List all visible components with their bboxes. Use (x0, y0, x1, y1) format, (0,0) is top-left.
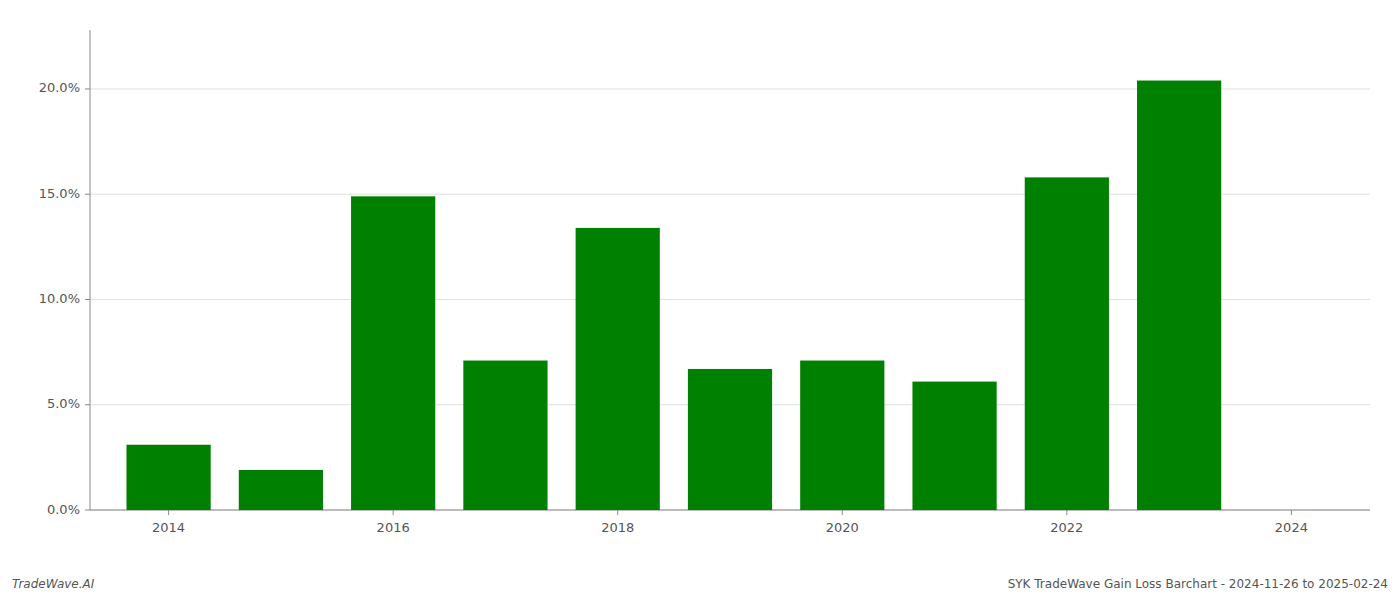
bar (688, 369, 772, 510)
x-tick (842, 510, 843, 515)
footer-left: TradeWave.AI (12, 577, 95, 591)
x-tick-label: 2022 (1050, 520, 1083, 535)
x-tick (617, 510, 618, 515)
bar (1025, 177, 1109, 510)
y-axis-line (90, 30, 91, 510)
y-tick-label: 10.0% (39, 291, 80, 306)
x-tick (1291, 510, 1292, 515)
bars (126, 81, 1221, 510)
y-tick (85, 299, 90, 300)
x-tick-label: 2020 (826, 520, 859, 535)
axes: 0.0% 5.0% 10.0% 15.0% 20.0% 2014 2016 2018 2020 2… (39, 30, 1370, 535)
y-tick-label: 0.0% (47, 502, 80, 517)
bar (351, 196, 435, 510)
x-tick-label: 2018 (601, 520, 634, 535)
bar (463, 361, 547, 510)
bar (239, 470, 323, 510)
bar (126, 445, 210, 510)
y-tick (85, 88, 90, 89)
footer-right: SYK TradeWave Gain Loss Barchart - 2024-… (1008, 577, 1388, 591)
y-tick-label: 20.0% (39, 80, 80, 95)
y-tick-label: 15.0% (39, 186, 80, 201)
y-tick-label: 5.0% (47, 396, 80, 411)
bar (912, 382, 996, 510)
bar (576, 228, 660, 510)
x-tick (393, 510, 394, 515)
x-tick (168, 510, 169, 515)
x-tick (1066, 510, 1067, 515)
bar (800, 361, 884, 510)
chart-container: 0.0% 5.0% 10.0% 15.0% 20.0% 2014 2016 2018 2020 2… (0, 0, 1400, 600)
x-tick-label: 2024 (1275, 520, 1308, 535)
y-tick (85, 510, 90, 511)
x-tick-label: 2014 (152, 520, 185, 535)
x-tick-label: 2016 (377, 520, 410, 535)
bar (1137, 81, 1221, 510)
y-tick (85, 194, 90, 195)
chart: 0.0% 5.0% 10.0% 15.0% 20.0% 2014 2016 2018 2020 2… (0, 0, 1400, 600)
y-tick (85, 404, 90, 405)
